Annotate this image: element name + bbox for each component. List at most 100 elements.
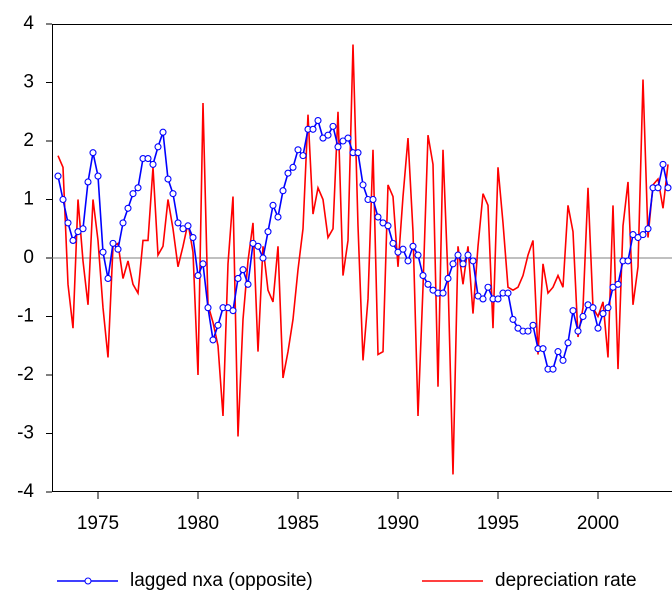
point	[479, 295, 487, 303]
point	[244, 280, 252, 288]
x-tick-label: 1975	[77, 513, 119, 534]
point	[129, 190, 137, 198]
point	[264, 228, 272, 236]
point	[419, 271, 427, 280]
point	[454, 251, 462, 259]
point	[54, 172, 62, 180]
point	[199, 260, 207, 268]
point	[424, 280, 432, 288]
point	[109, 239, 117, 247]
point	[159, 128, 167, 136]
point	[354, 149, 362, 157]
point	[464, 251, 472, 259]
point	[614, 280, 622, 288]
point	[569, 307, 577, 315]
point	[134, 184, 142, 192]
point	[529, 321, 537, 329]
point	[274, 213, 282, 221]
y-tick-label: -4	[17, 481, 34, 502]
point	[254, 242, 262, 250]
point	[524, 327, 532, 335]
point	[294, 146, 302, 154]
point	[309, 125, 317, 133]
point	[204, 304, 212, 312]
point	[229, 307, 237, 315]
point	[644, 225, 652, 233]
point	[574, 327, 582, 335]
axes: -4 -3 -2 -1 0 1 2 3 4 1975 1980 1985 1990 1995 2000	[17, 13, 672, 534]
point	[594, 324, 602, 332]
point	[69, 236, 77, 244]
plot-area	[54, 44, 672, 475]
point	[449, 260, 457, 268]
legend-label: lagged nxa (opposite)	[130, 570, 313, 591]
point	[94, 172, 102, 180]
point	[369, 195, 377, 204]
point	[494, 295, 502, 303]
point	[324, 131, 332, 139]
point	[554, 348, 562, 356]
point	[209, 336, 217, 344]
point	[289, 163, 297, 171]
point	[549, 365, 557, 373]
point	[654, 184, 662, 192]
point	[279, 187, 287, 195]
y-tick-label: -2	[17, 364, 34, 385]
point	[539, 345, 547, 353]
legend-marker	[84, 577, 92, 585]
legend-label: depreciation rate	[495, 570, 637, 591]
point	[469, 257, 477, 265]
y-tick-label: 3	[23, 72, 34, 93]
point	[149, 160, 157, 168]
point	[269, 201, 277, 209]
x-tick-label: 1995	[477, 513, 519, 534]
point	[374, 213, 382, 221]
point	[64, 219, 72, 227]
point	[99, 248, 107, 256]
point	[164, 175, 172, 183]
point	[284, 169, 292, 177]
point	[384, 222, 392, 230]
point	[589, 304, 597, 312]
point	[84, 178, 92, 186]
point	[194, 271, 202, 280]
point	[114, 245, 122, 253]
point	[484, 283, 492, 291]
point	[174, 219, 182, 227]
point	[89, 149, 97, 157]
point	[79, 225, 87, 233]
point	[399, 245, 407, 253]
point	[189, 233, 197, 242]
point	[389, 239, 397, 247]
y-tick-label: -1	[17, 306, 34, 327]
point	[404, 257, 412, 265]
point	[329, 122, 337, 130]
point	[334, 143, 342, 151]
point	[414, 251, 422, 259]
point	[659, 160, 667, 168]
point	[509, 315, 517, 323]
x-tick-label: 2000	[577, 513, 619, 534]
x-tick-label: 1980	[177, 513, 219, 534]
point	[504, 289, 512, 297]
point	[59, 195, 67, 204]
point	[409, 242, 417, 250]
point	[639, 231, 647, 239]
y-tick-label: 0	[23, 247, 34, 268]
y-tick-label: 2	[23, 130, 34, 151]
point	[624, 257, 632, 265]
x-tick-label: 1990	[377, 513, 419, 534]
point	[234, 274, 242, 283]
point	[144, 155, 152, 163]
point	[559, 356, 567, 364]
legend: lagged nxa (opposite) depreciation rate	[57, 570, 637, 591]
point	[604, 304, 612, 312]
point	[439, 289, 447, 297]
y-tick-label: 4	[23, 13, 34, 34]
x-tick-label: 1985	[277, 513, 319, 534]
point	[459, 260, 467, 268]
point	[664, 184, 672, 192]
point	[344, 134, 352, 142]
point	[239, 266, 247, 274]
